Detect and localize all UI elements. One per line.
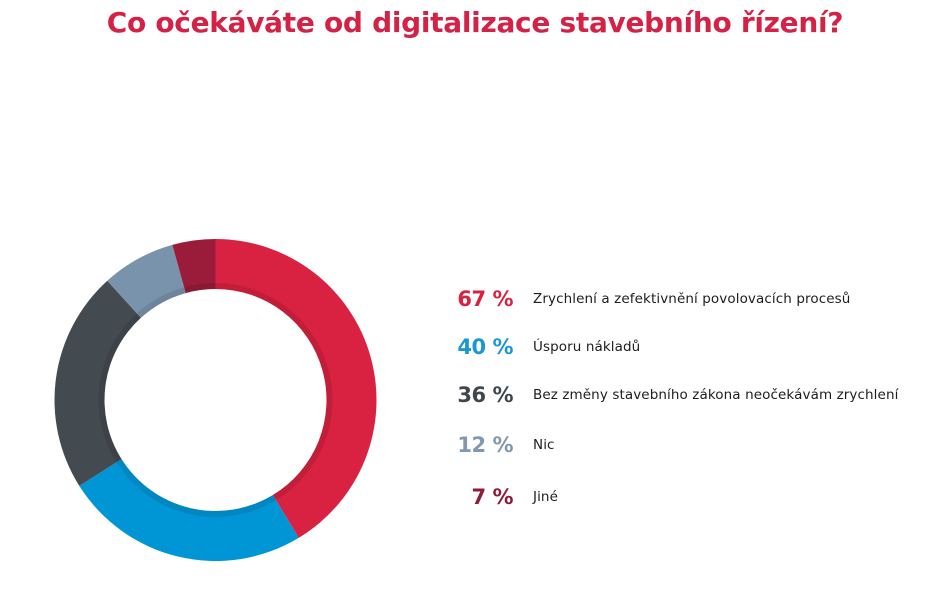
legend-percent: 67 % bbox=[457, 287, 513, 311]
donut-slice-inner-shade bbox=[184, 283, 216, 294]
legend-label: Zrychlení a zefektivnění povolovacích pr… bbox=[533, 291, 851, 307]
legend-item: 67 % Zrychlení a zefektivnění povolovacíc… bbox=[440, 284, 850, 314]
donut-slice-segment bbox=[215, 239, 377, 538]
donut-slice-inner-shade bbox=[98, 313, 141, 463]
legend-item: 36 % Bez změny stavebního zákona neočekáv… bbox=[440, 380, 898, 410]
donut-slice bbox=[54, 280, 141, 486]
legend-percent: 36 % bbox=[457, 383, 513, 407]
donut-slice-segment bbox=[172, 239, 216, 294]
legend-label: Jiné bbox=[533, 489, 558, 505]
legend-label: Nic bbox=[533, 437, 555, 453]
donut-slice-inner-shade bbox=[136, 287, 186, 318]
legend-item: 40 % Úsporu nákladů bbox=[440, 332, 640, 362]
legend-item: 7 % Jiné bbox=[440, 482, 558, 512]
donut-slice bbox=[79, 459, 299, 561]
donut-slice-segment bbox=[54, 280, 141, 486]
donut-slice bbox=[172, 239, 216, 294]
legend-label: Úsporu nákladů bbox=[533, 339, 641, 355]
legend-percent: 7 % bbox=[471, 485, 514, 509]
chart-title: Co očekáváte od digitalizace stavebního … bbox=[106, 6, 844, 39]
legend-percent: 12 % bbox=[457, 433, 513, 457]
donut-slice bbox=[215, 239, 377, 538]
legend-label: Bez změny stavebního zákona neočekávám z… bbox=[533, 387, 899, 403]
legend-percent: 40 % bbox=[457, 335, 513, 359]
donut-slice-segment bbox=[79, 459, 299, 561]
donut-slice-segment bbox=[107, 244, 186, 318]
donut-slice bbox=[107, 244, 186, 318]
legend-item: 12 % Nic bbox=[440, 430, 555, 460]
